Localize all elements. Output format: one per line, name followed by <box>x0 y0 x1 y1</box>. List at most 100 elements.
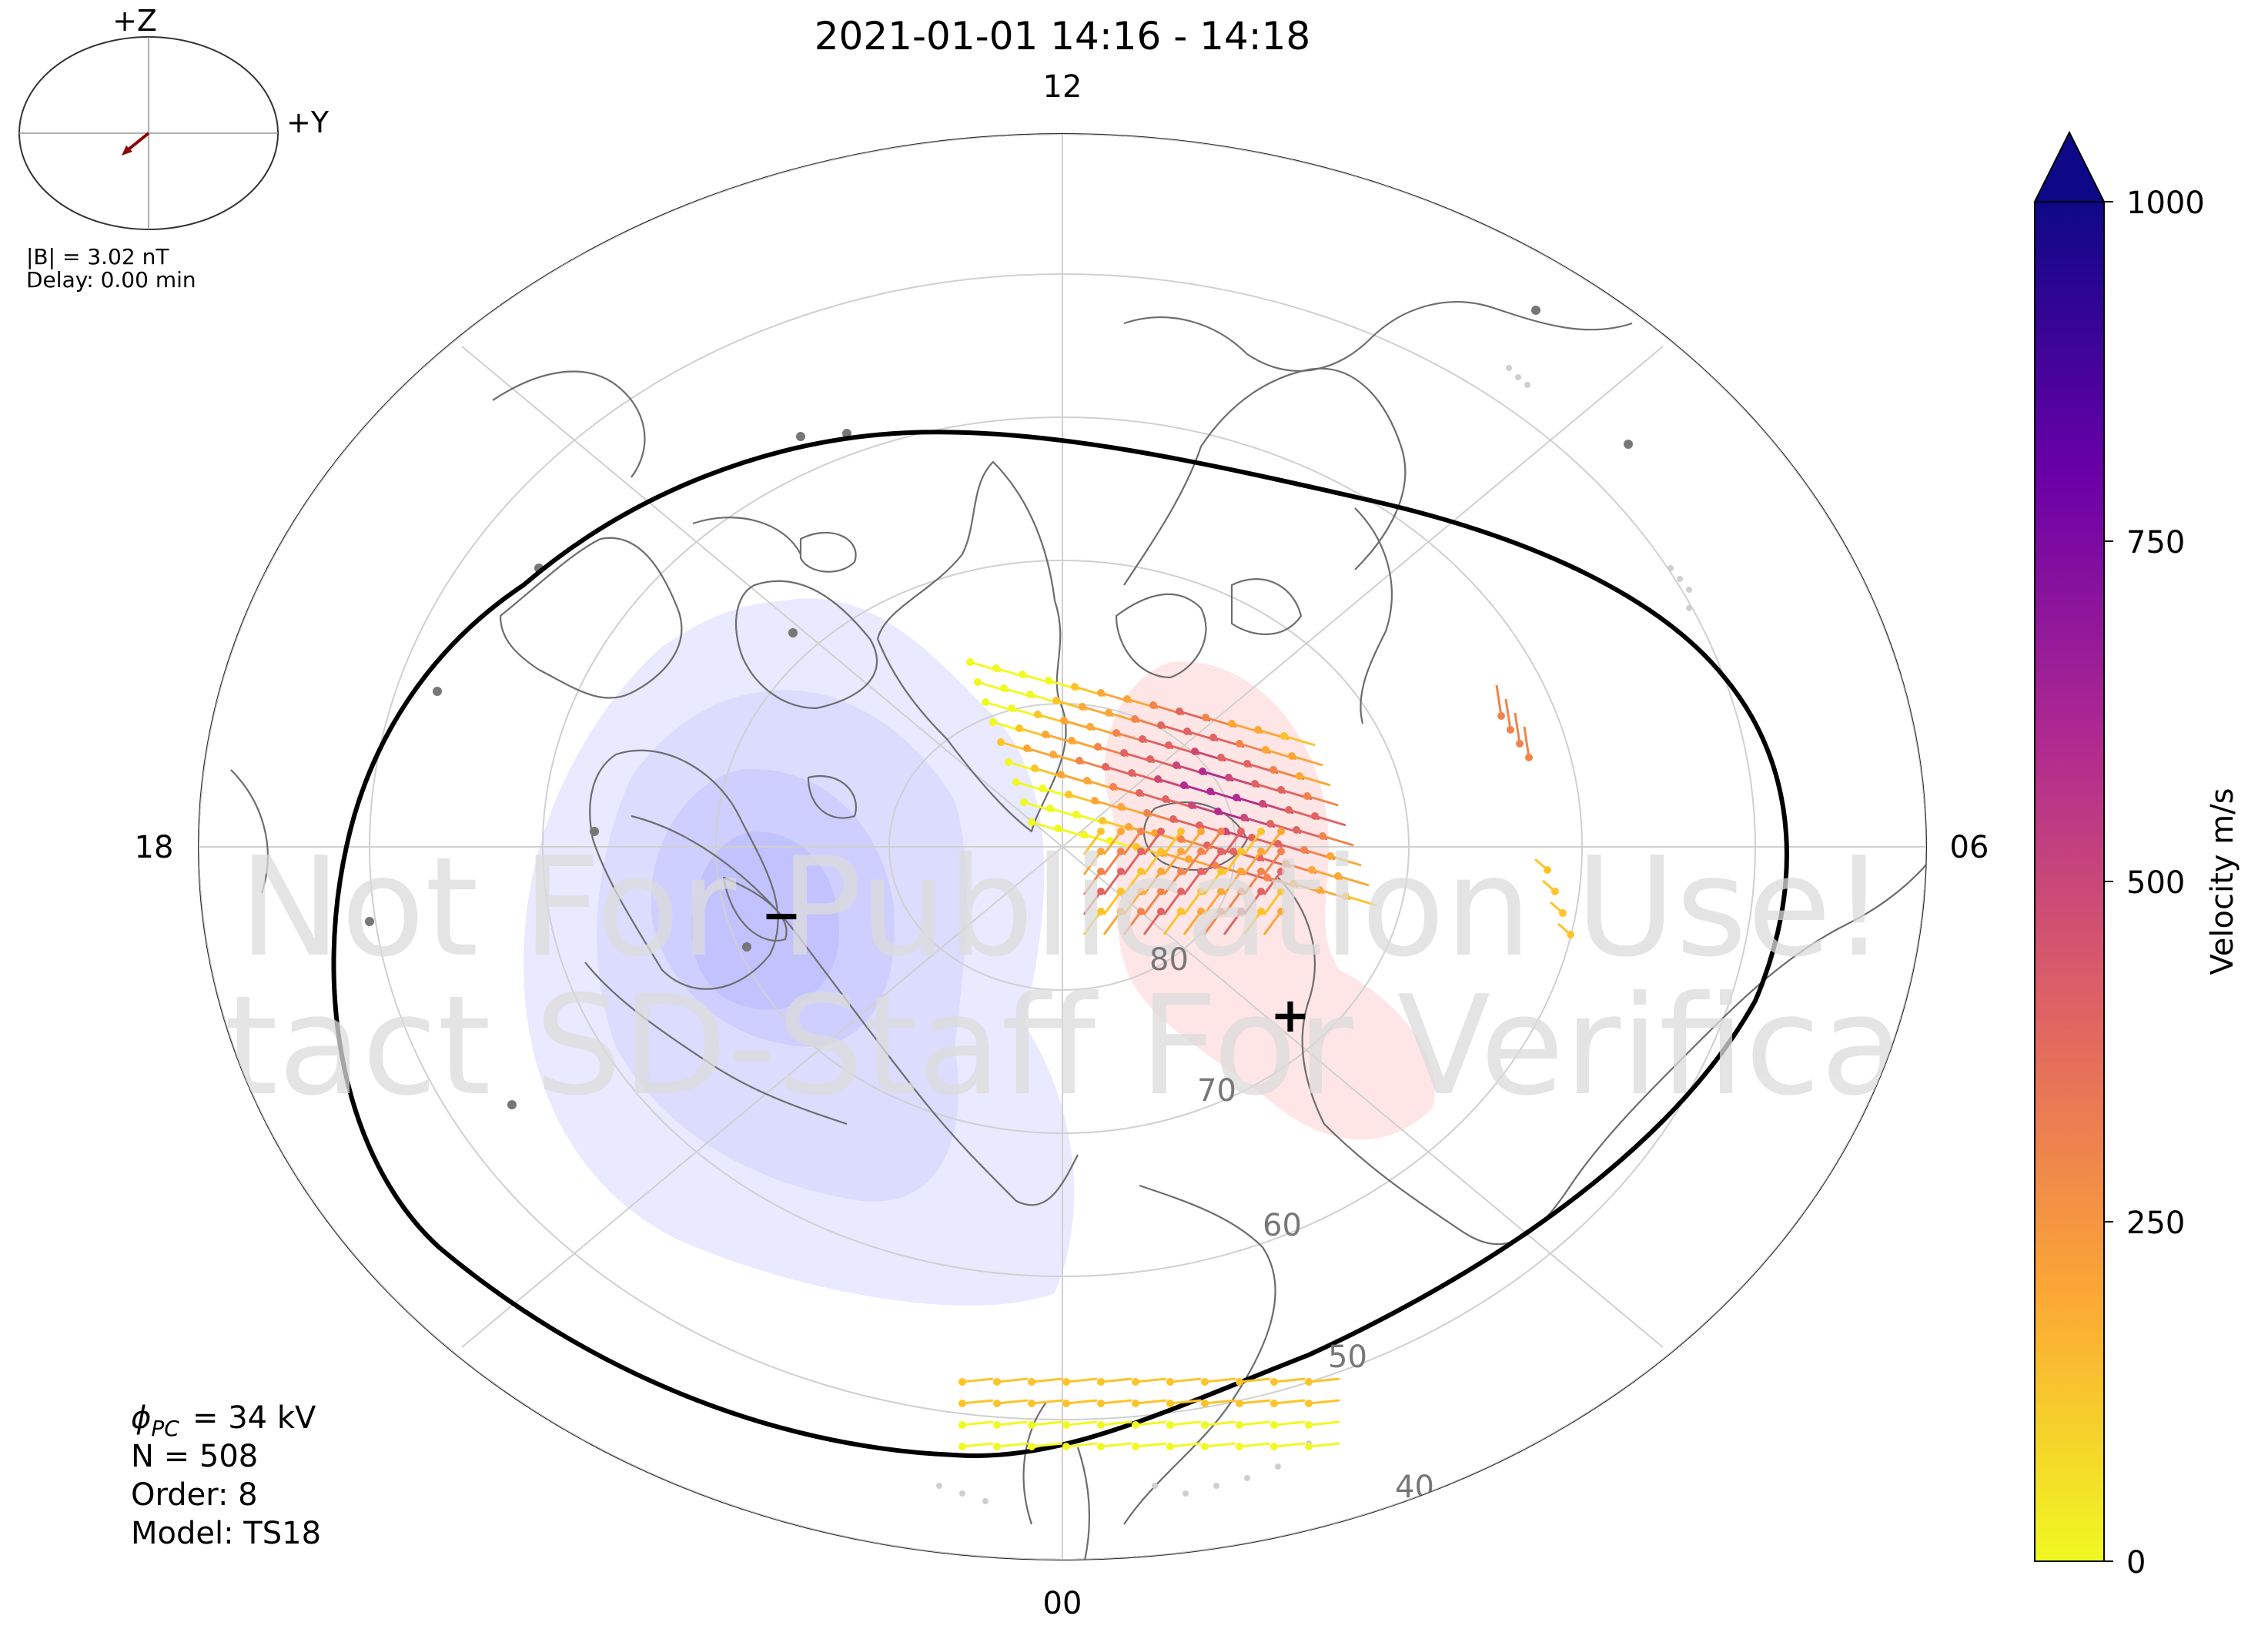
velocity-vector-origin <box>1334 872 1342 880</box>
velocity-vector-origin <box>1270 1400 1278 1407</box>
velocity-vector-origin <box>1228 720 1236 728</box>
velocity-vector-origin <box>1028 1443 1035 1450</box>
velocity-vector-origin <box>1157 848 1165 855</box>
velocity-vector <box>1273 1442 1306 1448</box>
velocity-vector-origin <box>1257 888 1265 895</box>
velocity-vector-origin <box>1551 888 1559 895</box>
velocity-vector-origin <box>1109 783 1117 791</box>
velocity-vector-origin <box>1117 828 1125 835</box>
velocity-vector-origin <box>966 658 974 666</box>
velocity-vector-origin <box>1177 835 1185 843</box>
velocity-vector-origin <box>1342 892 1350 900</box>
hm-boundary <box>331 430 1789 1458</box>
velocity-vector-origin <box>1225 774 1233 781</box>
velocity-vector-origin <box>1154 775 1162 783</box>
velocity-vector-origin <box>1217 888 1225 895</box>
velocity-vector <box>1283 734 1316 747</box>
velocity-vector <box>1162 911 1183 935</box>
velocity-vector-origin <box>1097 1421 1105 1429</box>
velocity-vector <box>1514 712 1521 744</box>
colorbar-tick-250: 250 <box>2126 1206 2185 1241</box>
velocity-vector-origin <box>1237 888 1245 895</box>
fit-info: ϕPC = 34 kV N = 508 Order: 8 Model: TS18 <box>131 1400 321 1551</box>
velocity-vector-origin <box>1305 1443 1313 1450</box>
velocity-vector <box>1135 1420 1167 1427</box>
velocity-vector-origin <box>1305 1400 1313 1407</box>
velocity-vector <box>1162 871 1183 895</box>
velocity-vector-origin <box>1097 868 1105 875</box>
velocity-vector <box>996 1377 1029 1383</box>
velocity-vector <box>1122 891 1142 915</box>
velocity-vector-origin <box>1117 908 1125 915</box>
velocity-vector <box>1223 851 1243 875</box>
velocity-vector-origin <box>1180 781 1188 789</box>
positive-potential-cell <box>1104 661 1435 1140</box>
coastlines <box>230 301 1926 1560</box>
colorbar-tick-500: 500 <box>2126 865 2185 901</box>
velocity-vector <box>1162 851 1183 875</box>
velocity-vector-origin <box>1097 828 1105 835</box>
velocity-vector-origin <box>1270 1443 1278 1450</box>
velocity-vector <box>962 1399 994 1405</box>
velocity-vector <box>1102 851 1122 875</box>
velocity-vector-origin <box>1045 677 1052 684</box>
velocity-vector <box>1135 1442 1167 1448</box>
velocity-vector-origin <box>1544 866 1551 874</box>
velocity-vector-origin <box>1012 778 1020 786</box>
velocity-vector <box>1169 1420 1202 1427</box>
velocity-vector <box>1203 911 1223 935</box>
velocity-vector-origin <box>1274 840 1282 848</box>
velocity-vector-origin <box>1097 1443 1105 1450</box>
velocity-vector <box>1169 1399 1202 1405</box>
velocity-vector <box>1204 1420 1236 1427</box>
velocity-vector-origin <box>1326 852 1334 860</box>
velocity-vector-origin <box>1259 800 1266 808</box>
velocity-vector <box>1122 911 1142 935</box>
velocity-vector <box>1239 1442 1271 1448</box>
mlt-label-12: 12 <box>1043 69 1082 105</box>
velocity-vector-origin <box>997 738 1005 746</box>
velocity-vector-origin <box>1316 886 1323 894</box>
velocity-vector <box>1291 754 1323 767</box>
velocity-vector <box>1243 831 1263 855</box>
colorbar-extend-arrow-icon <box>2033 130 2106 202</box>
velocity-vector <box>1183 831 1203 855</box>
velocity-vector <box>1082 851 1102 875</box>
velocity-vector <box>1308 1399 1340 1405</box>
velocity-vector-origin <box>1217 848 1225 855</box>
velocity-vector-origin <box>1031 764 1039 772</box>
velocity-vector <box>1082 891 1102 915</box>
velocity-vector <box>1065 1377 1098 1383</box>
velocity-vector-origin <box>1112 729 1120 737</box>
velocity-vector-origin <box>1280 732 1288 740</box>
velocity-vector-origin <box>1319 832 1326 840</box>
velocity-vector-origin <box>1146 755 1154 763</box>
velocity-vector-origin <box>1209 734 1217 741</box>
velocity-vector-origin <box>1197 908 1205 915</box>
velocity-vector-origin <box>1091 797 1099 804</box>
velocity-vector-origin <box>1097 888 1105 895</box>
velocity-vector-origin <box>1300 846 1308 854</box>
velocity-vector <box>1223 831 1243 855</box>
velocity-vector-origin <box>1277 848 1285 855</box>
velocity-vector <box>1065 1442 1098 1448</box>
velocity-vector-origin <box>1086 723 1094 731</box>
velocity-vector <box>1263 911 1283 935</box>
velocity-vector-origin <box>1039 784 1046 792</box>
velocity-vector <box>1306 794 1339 807</box>
map-title: 2021-01-01 14:16 - 14:18 <box>815 14 1310 59</box>
imf-z-label: +Z <box>112 4 157 38</box>
velocity-vector-origin <box>1136 789 1143 797</box>
negative-potential-marker: − <box>761 887 801 943</box>
velocity-vector-origin <box>1105 709 1112 717</box>
velocity-vector-origin <box>1083 777 1091 784</box>
velocity-vector <box>1263 871 1283 895</box>
velocity-vector-origin <box>1132 1378 1139 1386</box>
velocity-vector-origin <box>1257 828 1265 835</box>
velocity-vector-origin <box>1201 1378 1209 1386</box>
velocity-vector-origin <box>1177 908 1185 915</box>
velocity-vector <box>1031 1377 1063 1383</box>
mlt-label-00: 00 <box>1043 1586 1082 1621</box>
velocity-vector-origin <box>1028 818 1035 826</box>
